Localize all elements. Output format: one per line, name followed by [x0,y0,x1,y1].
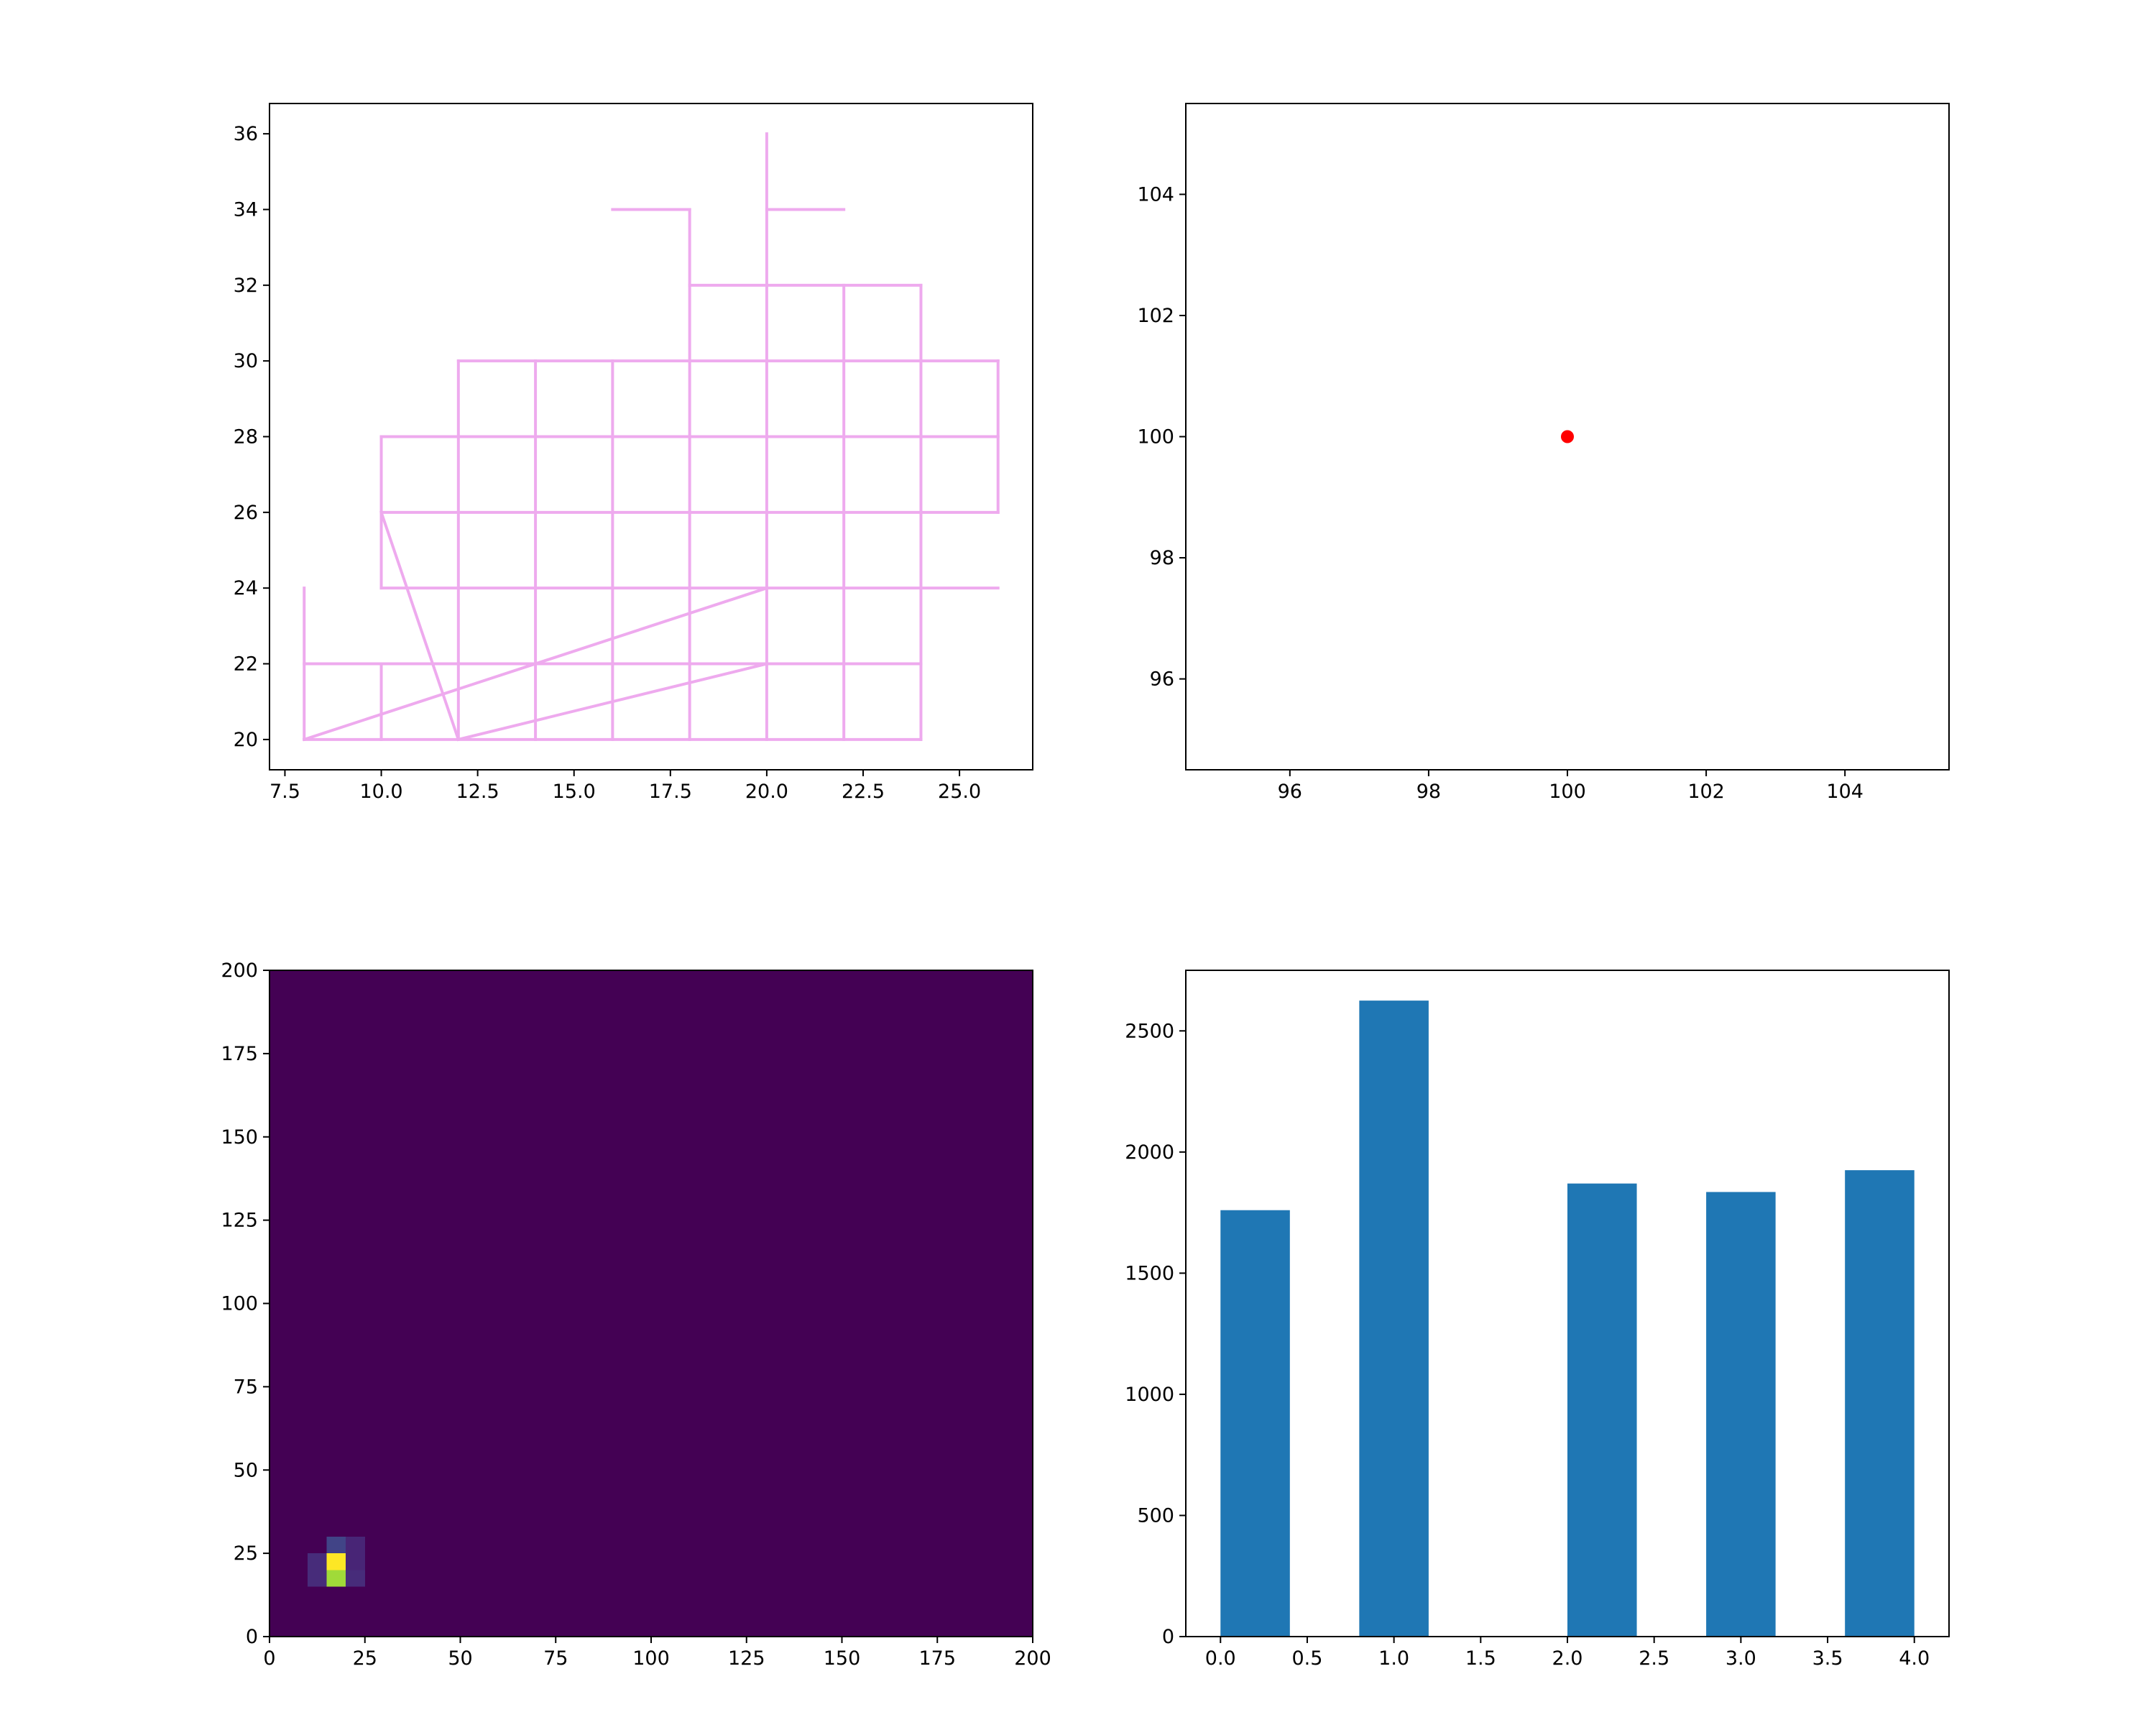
x-tick-label-0: 0 [263,1647,275,1670]
line-segment-5 [379,510,461,742]
x-tick-label-1: 0.5 [1291,1647,1322,1670]
x-tick-label-1: 25 [353,1647,377,1670]
x-tick-label-6: 22.5 [842,781,885,803]
x-tick-label-5: 125 [728,1647,765,1670]
y-tick-label-4: 100 [221,1293,258,1315]
heatmap-cell-3 [308,1553,327,1570]
x-tick-label-0: 0.0 [1205,1647,1236,1670]
bar-2 [1567,1183,1637,1637]
x-tick-label-4: 2.0 [1552,1647,1583,1670]
x-tick-label-1: 98 [1416,781,1441,803]
x-tick-label-3: 75 [543,1647,568,1670]
x-tick-label-2: 1.0 [1378,1647,1409,1670]
x-tick-label-2: 50 [448,1647,472,1670]
y-tick-label-3: 102 [1137,305,1174,327]
y-tick-label-1: 22 [234,653,258,676]
scatter-point-0 [1561,430,1574,443]
x-tick-label-7: 25.0 [938,781,981,803]
y-tick-label-7: 175 [221,1043,258,1065]
y-tick-label-6: 150 [221,1126,258,1149]
y-tick-label-6: 32 [234,275,258,297]
heatmap-cell-6 [326,1536,346,1554]
heatmap-cell-0 [308,1570,327,1587]
y-tick-label-2: 50 [234,1459,258,1481]
y-tick-label-5: 2500 [1125,1020,1174,1042]
x-tick-label-3: 102 [1687,781,1725,803]
y-tick-label-4: 28 [234,426,258,448]
x-axis: 0 25 50 75 100 125 150 175 200 [263,1637,1051,1670]
x-tick-label-4: 100 [632,1647,670,1670]
y-tick-label-7: 34 [234,198,258,221]
y-tick-label-3: 75 [234,1376,258,1398]
x-axis: 7.5 10.0 12.5 15.0 17.5 20.0 22.5 25.0 [270,770,981,803]
x-tick-label-7: 175 [918,1647,956,1670]
y-tick-label-3: 1500 [1125,1262,1174,1284]
x-tick-label-5: 20.0 [745,781,788,803]
x-tick-label-6: 3.0 [1726,1647,1756,1670]
bar-1 [1359,1000,1429,1637]
y-tick-label-2: 100 [1137,426,1174,448]
x-tick-label-4: 104 [1826,781,1864,803]
y-tick-label-4: 2000 [1125,1141,1174,1164]
x-tick-label-4: 17.5 [649,781,692,803]
plot-area [270,970,1033,1637]
heatmap-cell-7 [346,1536,365,1554]
x-tick-label-1: 10.0 [359,781,402,803]
y-axis: 96 98 100 102 104 [1137,183,1186,691]
x-tick-label-8: 200 [1014,1647,1051,1670]
x-tick-label-8: 4.0 [1899,1647,1930,1670]
y-tick-label-8: 36 [234,123,258,145]
x-tick-label-7: 3.5 [1812,1647,1843,1670]
x-tick-label-2: 100 [1549,781,1586,803]
y-tick-label-1: 25 [234,1542,258,1565]
heatmap-cell-1 [326,1570,346,1587]
chart-3: 0 25 50 75 100 125 150 175 200 0 25 50 75 100 125 150 17… [221,960,1051,1670]
x-tick-label-0: 7.5 [270,781,300,803]
y-tick-label-3: 26 [234,502,258,524]
x-tick-label-3: 15.0 [553,781,596,803]
bar-3 [1706,1192,1776,1637]
heatmap-cell-5 [346,1553,365,1570]
y-tick-label-5: 30 [234,350,258,372]
x-tick-label-0: 96 [1278,781,1302,803]
y-tick-label-0: 0 [246,1626,258,1648]
chart-4: 0.0 0.5 1.0 1.5 2.0 2.5 3.0 3.5 4.0 0 500 1000 1500 2… [1125,970,1950,1670]
y-tick-label-8: 200 [221,960,258,982]
y-tick-label-0: 96 [1150,668,1174,691]
chart-2: 96 98 100 102 104 96 98 100 102 104 [1137,103,1950,803]
y-axis: 20 22 24 26 28 30 32 34 36 [234,123,270,751]
x-tick-label-6: 150 [824,1647,861,1670]
heatmap-cell-4 [326,1553,346,1570]
x-axis: 96 98 100 102 104 [1278,770,1864,803]
y-axis: 0 500 1000 1500 2000 2500 [1125,1020,1186,1648]
y-axis: 0 25 50 75 100 125 150 175 200 [221,960,270,1648]
x-tick-label-5: 2.5 [1639,1647,1669,1670]
y-tick-label-2: 1000 [1125,1384,1174,1406]
y-tick-label-1: 98 [1150,547,1174,569]
bar-4 [1845,1170,1915,1637]
plot-area [302,132,1000,742]
x-tick-label-2: 12.5 [456,781,499,803]
plot-area [1220,1000,1915,1637]
y-tick-label-2: 24 [234,577,258,599]
y-tick-label-0: 20 [234,729,258,751]
plot-area [1561,430,1574,443]
x-tick-label-3: 1.5 [1465,1647,1496,1670]
x-axis: 0.0 0.5 1.0 1.5 2.0 2.5 3.0 3.5 4.0 [1205,1637,1930,1670]
y-tick-label-1: 500 [1137,1504,1174,1527]
y-tick-label-5: 125 [221,1210,258,1232]
bar-0 [1220,1210,1290,1637]
heatmap-background [270,970,1033,1637]
heatmap-cell-2 [346,1570,365,1587]
y-tick-label-0: 0 [1162,1626,1174,1648]
y-tick-label-4: 104 [1137,183,1174,206]
chart-1: 7.5 10.0 12.5 15.0 17.5 20.0 22.5 25.0202224262… [234,103,1033,803]
